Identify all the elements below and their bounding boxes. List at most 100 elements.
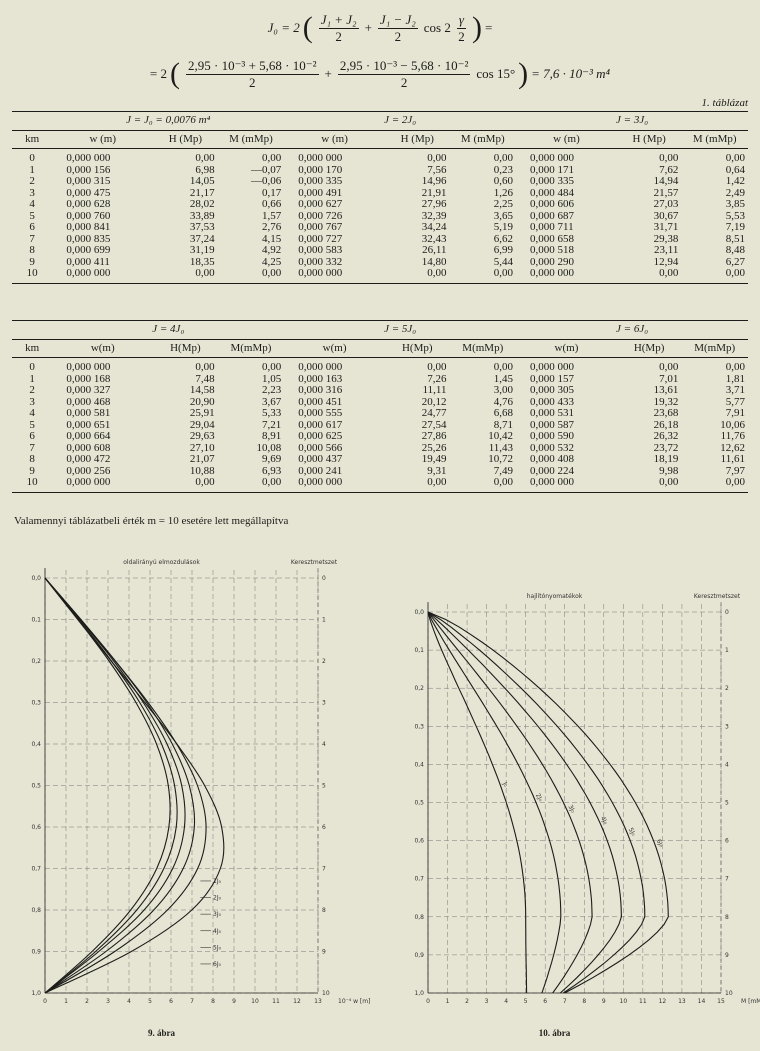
- cell: 0,000 170: [298, 163, 343, 176]
- table-caption: 1. táblázat: [701, 97, 748, 109]
- cell: 0,000 163: [298, 372, 343, 385]
- x-tick-label: 12: [293, 998, 301, 1005]
- curve-label: 4J₀: [599, 815, 609, 826]
- cell: 14,94: [653, 175, 679, 187]
- cell: 0,64: [725, 163, 745, 176]
- table-head: J = 4J₀ J = 5J₀ J = 6J₀ km w(m) H(Mp) M(mMp) w(…: [12, 320, 748, 358]
- table: J = 4J₀ J = 5J₀ J = 6J₀ km w(m) H(Mp) M(mMp) w(…: [12, 320, 748, 493]
- cell: 11,61: [720, 453, 745, 465]
- cell: 0,00: [195, 152, 215, 164]
- y-tick-label: 1: [725, 647, 729, 654]
- cell: 0,000 332: [298, 255, 343, 268]
- header-row: km w (m) H (Mp) M (mMp) w (m) H (Mp) M (mMp) w …: [12, 130, 748, 149]
- paren: (: [302, 11, 313, 44]
- cell: 34,24: [421, 221, 447, 233]
- cell: 0,000 726: [298, 209, 343, 222]
- cell: 0,000 000: [530, 152, 575, 164]
- y-tick-label: 0,9: [414, 952, 424, 959]
- cell: 0,000 468: [66, 395, 111, 408]
- cell: 0,00: [217, 476, 285, 493]
- cell: 0,000 000: [52, 476, 154, 493]
- column-header: w(m): [516, 339, 617, 358]
- row: 10 0,000 000 0,00 0,00 0,000 000 0,00 0,00 0,00…: [12, 476, 748, 493]
- text: +: [324, 66, 332, 81]
- cell: 2: [29, 384, 35, 396]
- x-tick-label: 7: [190, 998, 194, 1005]
- cell: 31,19: [189, 244, 215, 256]
- group-row: J = 4J₀ J = 5J₀ J = 6J₀: [12, 320, 748, 340]
- group-header: J = 4J₀: [52, 320, 285, 340]
- y-tick-label: 0,9: [31, 949, 41, 956]
- y-tick-label: 0,0: [31, 575, 41, 582]
- row: 9 0,000 256 10,88 6,93 0,000 241 9,31 7,49 0,00…: [12, 464, 748, 478]
- cell: 0,00: [153, 267, 218, 284]
- cell: 33,89: [189, 209, 215, 222]
- cell: 10,08: [256, 441, 282, 454]
- curve-label: 2J₀: [534, 792, 544, 803]
- y-tick-label: 0,1: [414, 647, 424, 654]
- cell: 0,000 472: [66, 453, 111, 465]
- cell: 3,00: [493, 384, 514, 396]
- cell: 0,000 727: [298, 232, 343, 245]
- column-header: M (mMp): [681, 130, 748, 149]
- row: 6 0,000 664 29,63 8,91 0,000 625 27,86 10,42 0,…: [12, 430, 748, 443]
- text: 2,95 · 10⁻³ + 5,68 · 10⁻²: [185, 57, 319, 75]
- y-tick-label: 8: [322, 907, 326, 914]
- table-body: 0 0,000 000 0,00 0,00 0,000 000 0,00 0,00 0,000…: [12, 149, 748, 284]
- cell: 30,67: [653, 209, 679, 222]
- cell: 26,11: [422, 244, 447, 256]
- group-header: J = 2J₀: [284, 111, 517, 131]
- cell: 0,00: [427, 361, 447, 373]
- text: 2: [335, 28, 342, 44]
- cell: 3,85: [725, 198, 745, 210]
- row: 1 0,000 168 7,48 1,05 0,000 163 7,26 1,45 0,000…: [12, 372, 748, 386]
- text: 2: [458, 28, 465, 44]
- cell: 7,49: [493, 464, 514, 477]
- curve-label: 5J₀: [627, 827, 637, 838]
- paren: (: [169, 57, 180, 90]
- y-tick-label: 0: [725, 609, 729, 616]
- text: 2: [400, 74, 408, 90]
- cell: 0,000 711: [530, 221, 574, 233]
- cell: [12, 320, 53, 340]
- y-tick-label: 0,3: [31, 700, 41, 707]
- x-tick-label: 9: [232, 998, 236, 1005]
- cell: 0,00: [261, 152, 282, 164]
- y-tick-label: 10: [725, 990, 733, 997]
- cell: 10: [12, 267, 53, 284]
- y-tick-label: 0,2: [31, 658, 41, 665]
- cell: 0,00: [659, 361, 679, 373]
- cell: 0,000 000: [516, 267, 617, 284]
- fraction: J₁ − J₂ 2: [377, 12, 418, 45]
- cell: 6,62: [493, 232, 514, 245]
- cell: 27,96: [421, 198, 447, 210]
- column-header: H (Mp): [385, 130, 450, 149]
- cell: 0,000 555: [298, 407, 343, 419]
- row: 9 0,000 411 18,35 4,25 0,000 332 14,80 5,44 0,0…: [12, 255, 748, 269]
- cell: 1: [29, 163, 35, 176]
- cell: 7,97: [725, 464, 745, 477]
- cell: 3: [29, 395, 35, 408]
- y-tick-label: 7: [725, 876, 729, 883]
- y-tick-label: 8: [725, 914, 729, 921]
- cell: 0,000 327: [66, 384, 111, 396]
- cell: 2: [29, 175, 35, 187]
- cell: 11,76: [720, 430, 745, 442]
- cell: 3: [29, 186, 35, 199]
- cell: 21,07: [189, 453, 215, 465]
- curve: [44, 577, 178, 994]
- cell: 20,90: [189, 395, 215, 408]
- x-tick-label: 9: [602, 998, 606, 1005]
- cell: 0,00: [217, 267, 285, 284]
- y-tick-label: 0,5: [31, 783, 41, 790]
- x-tick-label: 15: [717, 998, 725, 1005]
- y-tick-label: 0: [322, 575, 326, 582]
- cell: 19,32: [653, 395, 679, 408]
- cell: 0,000 475: [66, 186, 111, 199]
- curve: [44, 577, 186, 994]
- curve-label: 3J₀: [213, 911, 222, 918]
- row: 3 0,000 475 21,17 0,17 0,000 491 21,91 1,26 0,0…: [12, 186, 748, 200]
- cell: 0,00: [385, 476, 450, 493]
- cell: 5,33: [261, 407, 282, 419]
- curve-label: 5J₀: [213, 944, 222, 951]
